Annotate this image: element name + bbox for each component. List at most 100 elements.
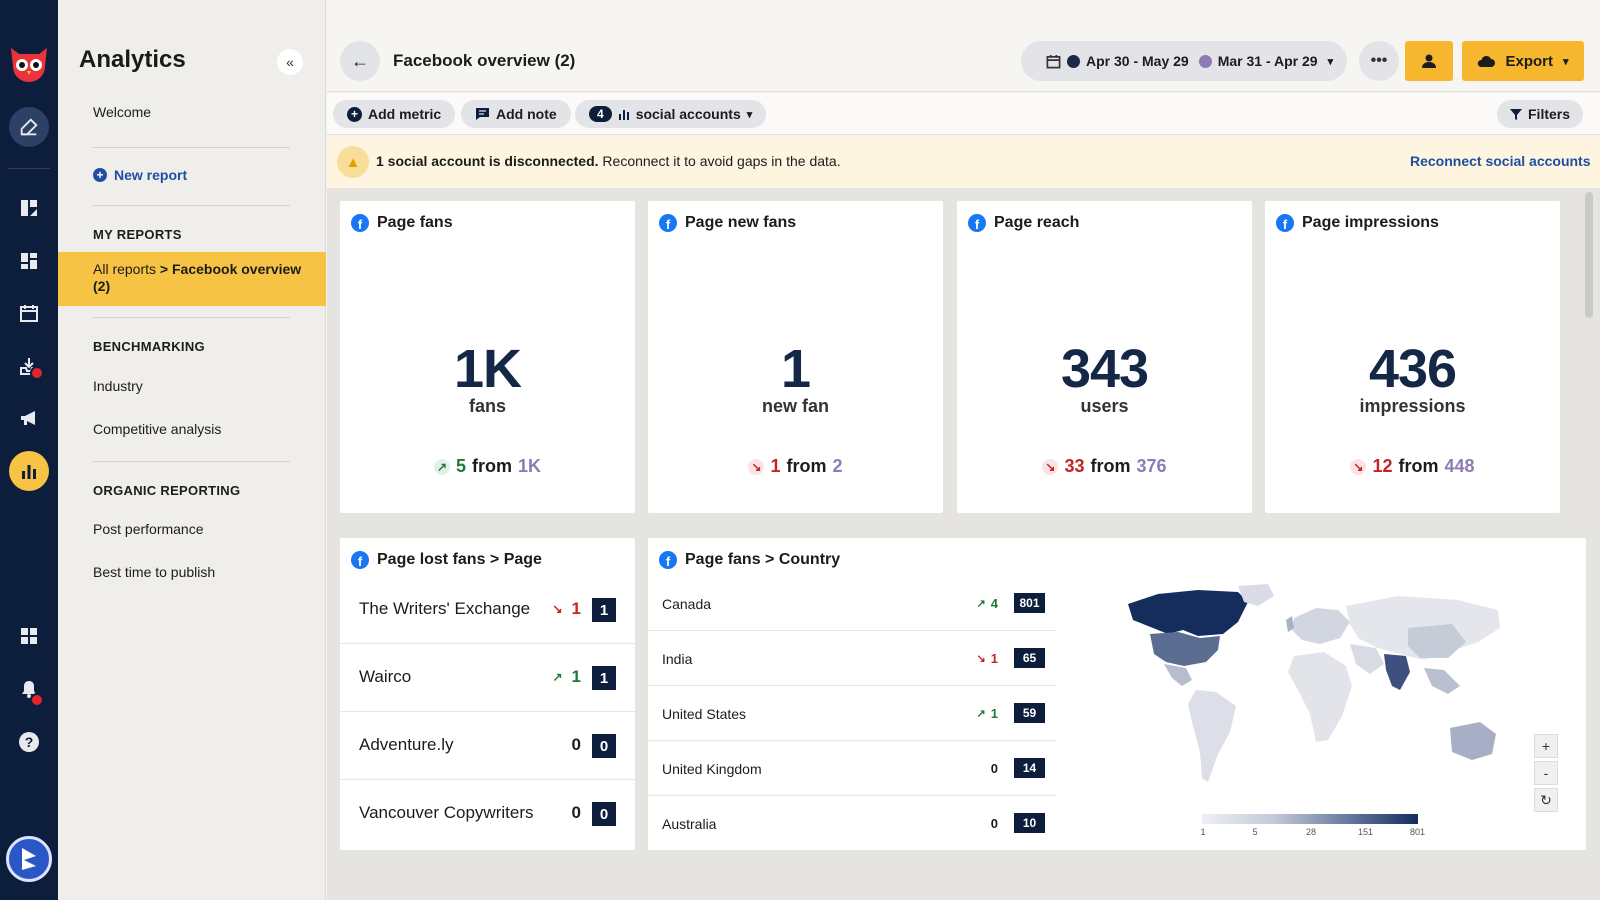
help-icon[interactable]: ? bbox=[9, 722, 49, 762]
page-name: Vancouver Copywriters bbox=[359, 803, 534, 822]
card-title-text: Page lost fans > Page bbox=[377, 551, 542, 568]
cloud-upload-icon bbox=[1478, 55, 1496, 67]
reconnect-accounts-link[interactable]: Reconnect social accounts bbox=[1410, 153, 1591, 169]
social-accounts-dropdown[interactable]: 4 social accounts ▾ bbox=[575, 100, 767, 128]
metric-card: f Page new fans 1 new fan ↘ 1 from 2 bbox=[648, 201, 943, 513]
metric-change: ↗ 5 from 1K bbox=[340, 456, 635, 477]
inbox-icon[interactable] bbox=[9, 346, 49, 386]
previous-value: 1K bbox=[518, 456, 542, 476]
date-range-picker[interactable]: Apr 30 - May 29 Mar 31 - Apr 29 ▾ bbox=[1021, 41, 1347, 81]
table-row: Canada ↗ 4 801 bbox=[648, 576, 1056, 631]
user-plus-icon bbox=[1422, 54, 1436, 68]
avatar[interactable] bbox=[6, 836, 52, 882]
apps-grid-icon[interactable] bbox=[9, 616, 49, 656]
change-from-label: from bbox=[786, 456, 827, 476]
facebook-icon: f bbox=[659, 551, 677, 569]
analytics-icon[interactable] bbox=[9, 451, 49, 491]
chevron-down-icon: ▾ bbox=[1327, 55, 1334, 68]
breadcrumb-all-reports[interactable]: All reports bbox=[93, 261, 157, 277]
sidebar-item-industry[interactable]: Industry bbox=[93, 378, 143, 394]
map-zoom-in-button[interactable]: + bbox=[1534, 734, 1558, 758]
sidebar-item-competitive-analysis[interactable]: Competitive analysis bbox=[93, 421, 222, 437]
change-value: 1 bbox=[990, 651, 998, 666]
dashboard-icon[interactable] bbox=[9, 241, 49, 281]
arrow-left-icon: ← bbox=[351, 50, 369, 71]
list-item: The Writers' Exchange ↘ 1 1 bbox=[340, 576, 635, 644]
metric-unit: users bbox=[1080, 396, 1129, 416]
legend-tick-label: 801 bbox=[1410, 827, 1426, 837]
map-greenland bbox=[1238, 584, 1274, 606]
card-title: f Page impressions bbox=[1276, 214, 1439, 232]
compare-period-dot bbox=[1198, 54, 1212, 68]
card-title-text: Page reach bbox=[994, 214, 1080, 231]
scrollbar[interactable] bbox=[1585, 192, 1593, 318]
plus-circle-icon: + bbox=[347, 106, 362, 122]
world-map[interactable] bbox=[1088, 582, 1528, 802]
list-item: Adventure.ly 0 0 bbox=[340, 712, 635, 780]
value-badge: 14 bbox=[1014, 758, 1045, 778]
more-options-button[interactable]: ••• bbox=[1359, 41, 1399, 81]
map-legend bbox=[1202, 814, 1418, 824]
divider bbox=[93, 147, 290, 148]
legend-tick-label: 151 bbox=[1358, 827, 1374, 837]
metric-change: ↘ 33 from 376 bbox=[957, 456, 1252, 477]
legend-tick-label: 5 bbox=[1252, 827, 1258, 837]
chevron-down-icon: ▾ bbox=[746, 108, 753, 121]
change-value: 0 bbox=[990, 816, 998, 831]
change-value: 0 bbox=[990, 761, 998, 776]
add-metric-button[interactable]: + Add metric bbox=[333, 100, 456, 128]
sidebar-item-best-time[interactable]: Best time to publish bbox=[93, 564, 216, 580]
export-button[interactable]: Export ▾ bbox=[1462, 41, 1584, 81]
benchmarking-heading: BENCHMARKING bbox=[93, 339, 205, 354]
divider bbox=[93, 461, 290, 462]
sidebar-item-post-performance[interactable]: Post performance bbox=[93, 521, 204, 537]
metric-unit: new fan bbox=[761, 396, 829, 416]
sidebar-item-facebook-overview[interactable]: All reports > Facebook overview (2) bbox=[58, 252, 326, 306]
legend-tick-label: 28 bbox=[1305, 827, 1316, 837]
change-value: 1 bbox=[770, 456, 781, 476]
map-canada bbox=[1128, 590, 1248, 636]
map-se-asia bbox=[1424, 668, 1460, 694]
plus-circle-icon: + bbox=[93, 168, 107, 182]
trend-down-icon: ↘ bbox=[1350, 458, 1367, 475]
sidebar-item-welcome[interactable]: Welcome bbox=[93, 104, 152, 120]
country-name: United States bbox=[662, 706, 747, 722]
value-badge: 65 bbox=[1014, 648, 1045, 668]
map-usa bbox=[1150, 632, 1220, 666]
country-card: f Page fans > Country Canada ↗ 4 801 Indi… bbox=[648, 538, 1586, 850]
filter-icon bbox=[1510, 109, 1522, 120]
map-reset-button[interactable]: ↻ bbox=[1534, 788, 1558, 812]
table-row: India ↘ 1 65 bbox=[648, 631, 1056, 686]
bell-notification-dot bbox=[30, 693, 44, 707]
new-report-button[interactable]: + New report bbox=[93, 167, 187, 183]
back-button[interactable]: ← bbox=[340, 41, 380, 81]
country-name: United Kingdom bbox=[662, 761, 762, 777]
compose-icon[interactable] bbox=[9, 107, 49, 147]
map-middle-east bbox=[1350, 644, 1384, 674]
share-user-button[interactable] bbox=[1405, 41, 1453, 81]
compare-date-range: Mar 31 - Apr 29 bbox=[1217, 53, 1318, 69]
add-note-button[interactable]: Add note bbox=[461, 100, 571, 128]
banner-bold-text: 1 social account is disconnected. bbox=[376, 153, 599, 169]
map-australia bbox=[1450, 722, 1496, 760]
page-name: Adventure.ly bbox=[359, 735, 454, 754]
facebook-icon: f bbox=[659, 214, 677, 232]
streams-icon[interactable] bbox=[9, 188, 49, 228]
collapse-sidebar-button[interactable]: « bbox=[277, 49, 303, 75]
megaphone-icon[interactable] bbox=[9, 398, 49, 438]
map-zoom-out-button[interactable]: - bbox=[1534, 761, 1558, 785]
change-value: 5 bbox=[455, 456, 466, 476]
warning-icon: ▲ bbox=[337, 146, 369, 178]
change-value: 12 bbox=[1372, 456, 1393, 476]
value-badge: 10 bbox=[1014, 813, 1045, 833]
map-africa bbox=[1288, 652, 1352, 742]
card-title-text: Page fans > Country bbox=[685, 551, 841, 568]
country-name: Canada bbox=[662, 596, 712, 612]
owl-logo-icon[interactable] bbox=[7, 40, 51, 84]
filters-button[interactable]: Filters bbox=[1497, 100, 1584, 128]
calendar-icon[interactable] bbox=[9, 293, 49, 333]
metric-change: ↘ 1 from 2 bbox=[648, 456, 943, 477]
card-title-text: Page impressions bbox=[1302, 214, 1439, 231]
page-name: The Writers' Exchange bbox=[359, 599, 531, 618]
sidebar-title: Analytics bbox=[79, 46, 186, 73]
